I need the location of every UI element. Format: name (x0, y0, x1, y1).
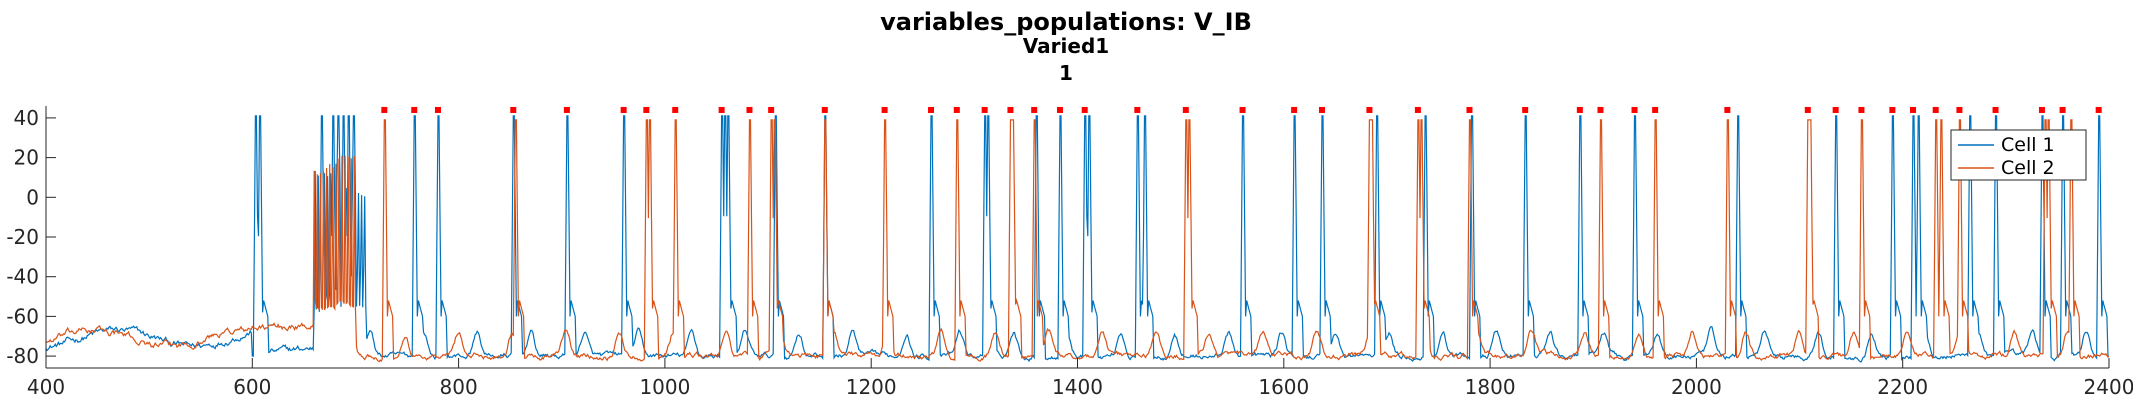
y-tick-label--20: -20 (6, 225, 39, 249)
x-tick-label-1400: 1400 (1052, 375, 1103, 399)
x-tick-label-1000: 1000 (639, 375, 690, 399)
x-tick-label-2200: 2200 (1877, 375, 1928, 399)
spike-marker (1056, 106, 1063, 113)
spike-marker (411, 106, 418, 113)
spike-marker (1858, 106, 1865, 113)
x-ticks: 400 600 800 1000 1200 1400 1600 1800 2000 2200 240… (27, 358, 2133, 399)
y-tick-label-20: 20 (14, 146, 39, 170)
y-tick-label--40: -40 (6, 265, 39, 289)
legend: Cell 1 Cell 2 (1950, 129, 2087, 181)
spike-marker (1031, 106, 1038, 113)
spike-marker (1466, 106, 1473, 113)
spike-marker (563, 106, 570, 113)
spike-marker (2038, 106, 2045, 113)
legend-label-cell-2: Cell 2 (2001, 157, 2055, 179)
x-tick-label-400: 400 (27, 375, 65, 399)
x-tick-label-2400: 2400 (2084, 375, 2133, 399)
chart-subtitle-1: Varied1 (1023, 34, 1109, 58)
x-tick-label-2000: 2000 (1671, 375, 1722, 399)
spike-marker (2095, 106, 2102, 113)
x-tick-label-800: 800 (440, 375, 478, 399)
spike-marker (434, 106, 441, 113)
spike-marker (768, 106, 775, 113)
chart-subtitle-2: 1 (1059, 61, 1073, 85)
spike-marker (1932, 106, 1939, 113)
spike-marker (718, 106, 725, 113)
spike-marker (821, 106, 828, 113)
spike-marker (1724, 106, 1731, 113)
spike-marker (1652, 106, 1659, 113)
spike-marker (1366, 106, 1373, 113)
spike-marker (1182, 106, 1189, 113)
x-tick-label-1600: 1600 (1258, 375, 1309, 399)
spike-marker (1007, 106, 1014, 113)
spike-marker (381, 106, 388, 113)
spike-marker (1522, 106, 1529, 113)
chart-title: variables_populations: V_IB (880, 8, 1252, 36)
spike-marker (1576, 106, 1583, 113)
spike-marker (1291, 106, 1298, 113)
spike-marker (1597, 106, 1604, 113)
spike-marker (1889, 106, 1896, 113)
spike-marker (1910, 106, 1917, 113)
spike-marker (1631, 106, 1638, 113)
legend-box (1950, 129, 2087, 181)
spike-marker (1956, 106, 1963, 113)
spike-marker (2059, 106, 2066, 113)
spike-marker (746, 106, 753, 113)
spike-marker (1832, 106, 1839, 113)
spike-marker (1804, 106, 1811, 113)
x-tick-label-1200: 1200 (846, 375, 897, 399)
y-tick-label--80: -80 (6, 344, 39, 368)
spike-marker (1081, 106, 1088, 113)
spike-markers (381, 106, 2102, 113)
y-tick-label--60: -60 (6, 304, 39, 328)
legend-label-cell-1: Cell 1 (2001, 134, 2055, 156)
spike-marker (1239, 106, 1246, 113)
x-tick-label-1800: 1800 (1465, 375, 1516, 399)
spike-marker (510, 106, 517, 113)
series-layer (46, 115, 2109, 363)
x-tick-label-600: 600 (233, 375, 271, 399)
spike-marker (620, 106, 627, 113)
y-tick-label-40: 40 (14, 106, 39, 130)
spike-marker (672, 106, 679, 113)
spike-marker (1992, 106, 1999, 113)
spike-marker (881, 106, 888, 113)
spike-marker (1414, 106, 1421, 113)
y-ticks: -80 -60 -40 -20 0 20 40 (6, 106, 56, 368)
spike-marker (928, 106, 935, 113)
spike-marker (981, 106, 988, 113)
spike-marker (1318, 106, 1325, 113)
spike-marker (953, 106, 960, 113)
spike-marker (1134, 106, 1141, 113)
spike-marker (643, 106, 650, 113)
y-tick-label-0: 0 (26, 185, 39, 209)
